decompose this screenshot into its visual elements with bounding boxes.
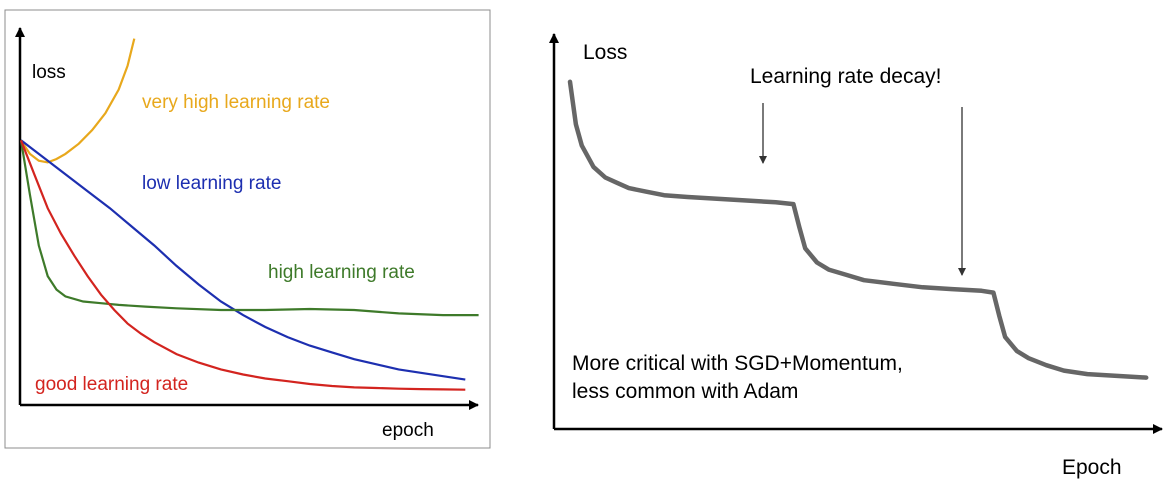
series-line-good-learning-rate [19,139,466,391]
label-high-learning-rate: high learning rate [268,262,415,283]
right-chart: Loss Epoch Learning rate decay! More cri… [549,33,1163,479]
label-low-learning-rate: low learning rate [142,173,281,194]
right-x-axis-label: Epoch [1062,456,1122,479]
label-very-high-learning-rate: very high learning rate [142,92,330,113]
learning-rate-decay-annotation: Learning rate decay! [750,65,941,88]
right-y-axis-label: Loss [583,41,627,64]
decay-loss-curve [567,79,1149,380]
series-line-very-high-learning-rate [20,38,136,164]
series-line-high-learning-rate [19,140,479,317]
left-chart: loss epoch very high learning rate low l… [4,9,491,449]
optimizer-note-line-2: less common with Adam [572,380,798,403]
optimizer-note: More critical with SGD+Momentum, less co… [572,352,909,403]
left-y-axis-label: loss [32,62,66,83]
left-x-axis-label: epoch [382,420,434,441]
optimizer-note-line-1: More critical with SGD+Momentum, [572,352,903,375]
label-good-learning-rate: good learning rate [35,374,188,395]
series-line-low-learning-rate [20,139,466,381]
left-series-lines [19,38,479,391]
left-chart-frame [4,9,491,449]
